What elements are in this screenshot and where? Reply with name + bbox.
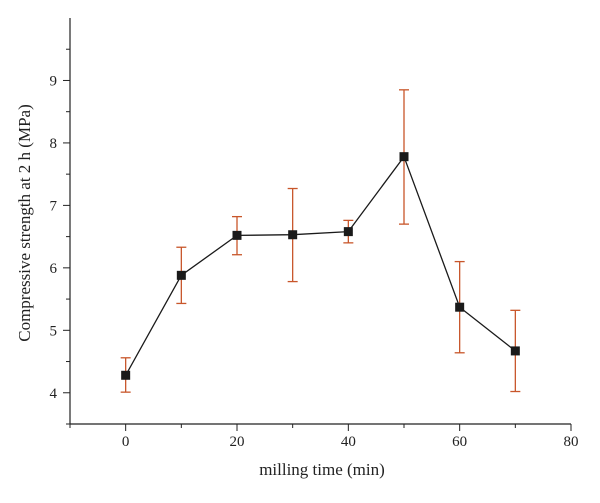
data-point	[399, 152, 409, 162]
data-point	[288, 230, 298, 240]
data-point	[343, 227, 353, 237]
data-points	[121, 152, 520, 380]
x-tick-label: 80	[564, 434, 579, 450]
data-point	[121, 370, 131, 380]
y-axis-title: Compressive strength at 2 h (MPa)	[15, 104, 34, 342]
y-tick-label: 5	[50, 323, 58, 339]
data-point	[176, 270, 186, 280]
y-tick-label: 9	[50, 73, 58, 89]
y-tick-label: 6	[50, 261, 58, 277]
series-line	[125, 155, 516, 376]
plot-frame	[69, 18, 571, 425]
x-tick-label: 40	[341, 434, 356, 450]
axis-ticks	[63, 48, 572, 431]
data-point	[455, 302, 465, 312]
y-tick-label: 8	[50, 136, 58, 152]
y-tick-label: 4	[50, 386, 58, 402]
y-tick-label: 7	[50, 198, 58, 214]
data-point	[232, 230, 242, 240]
data-point	[510, 346, 520, 356]
series-polyline	[125, 155, 516, 376]
x-tick-label: 20	[230, 434, 245, 450]
x-tick-label: 0	[122, 434, 130, 450]
x-axis-title: milling time (min)	[259, 460, 385, 479]
tick-labels: 0 20 40 60 80 4 5 6 7 8 9	[50, 73, 579, 450]
x-tick-label: 60	[452, 434, 467, 450]
error-bars	[120, 89, 521, 393]
